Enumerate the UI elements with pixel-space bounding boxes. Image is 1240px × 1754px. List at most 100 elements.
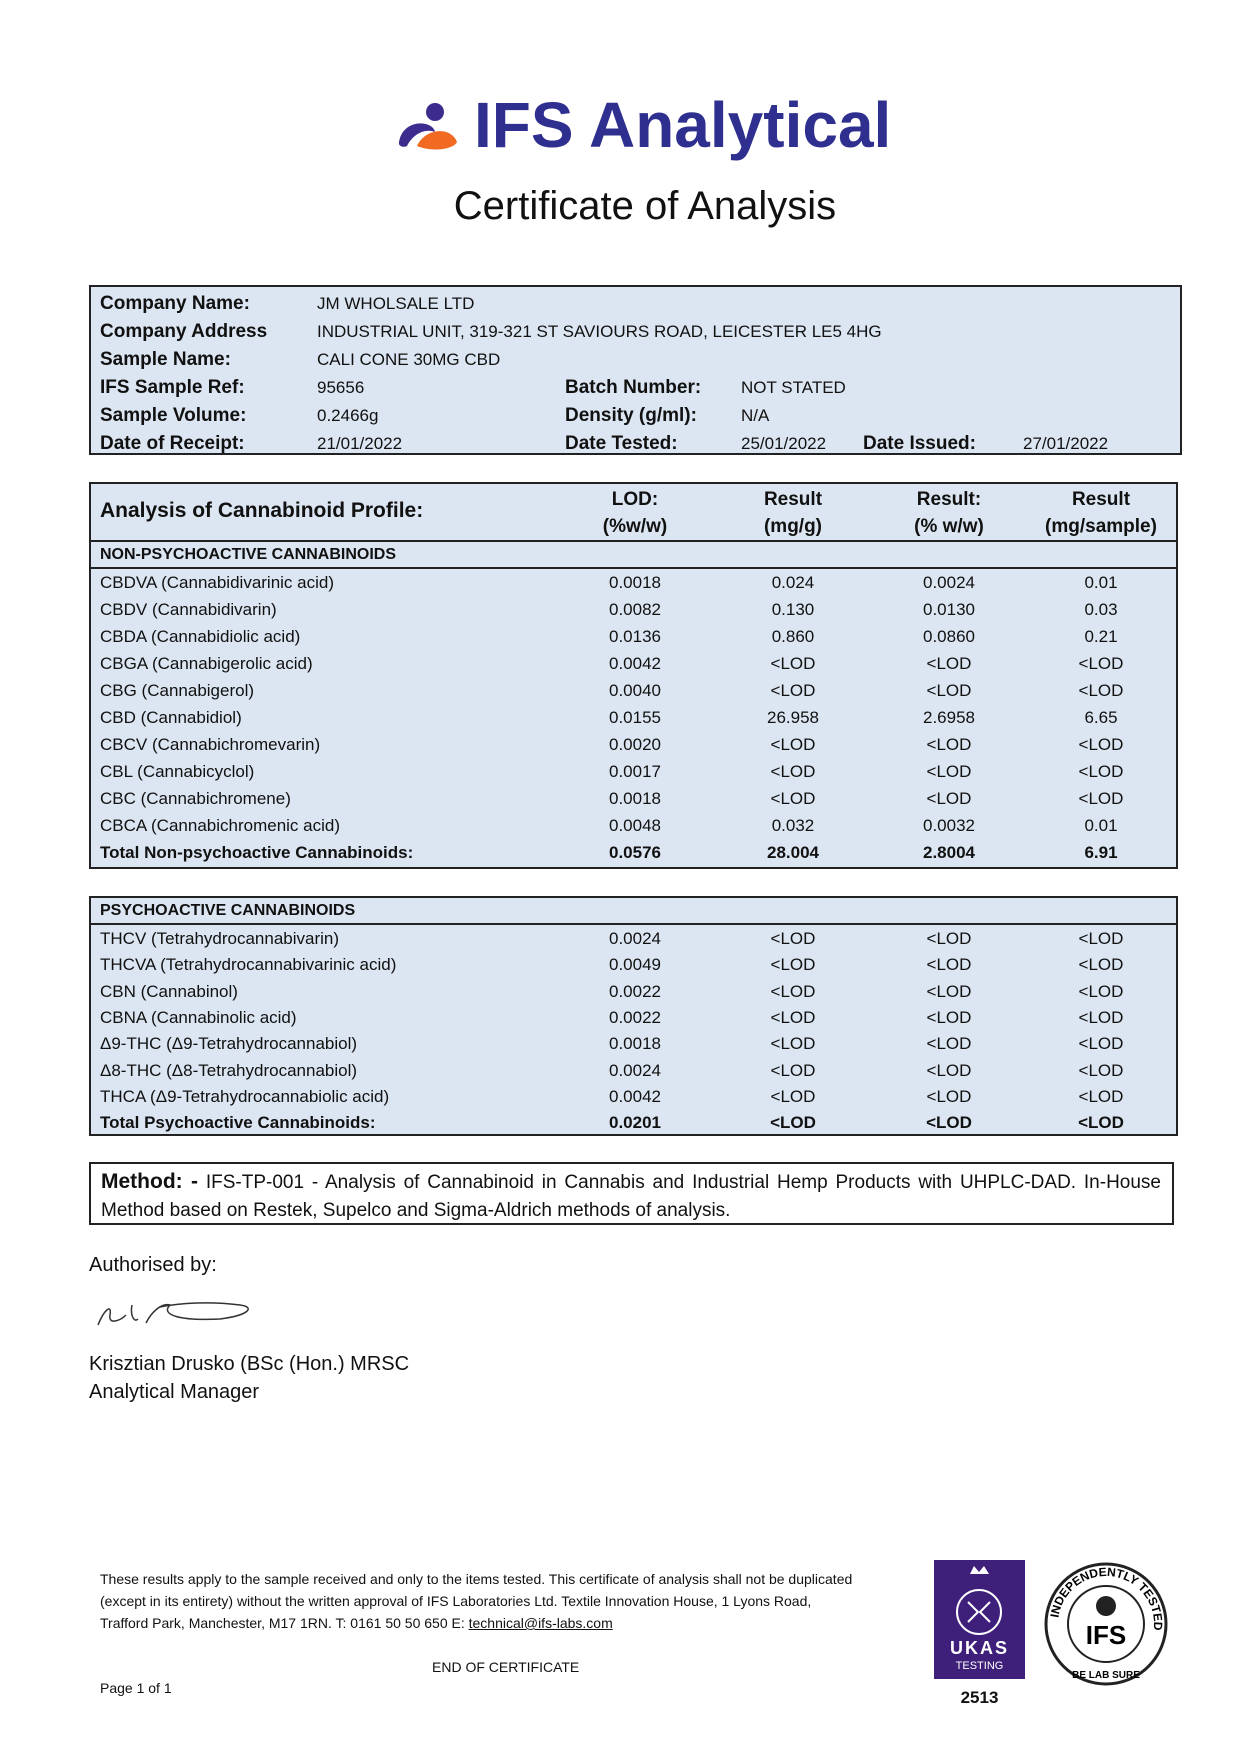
info-value: NOT STATED [741, 378, 846, 397]
info-label: Density (g/ml): [565, 405, 697, 426]
total-value: 0.0576 [609, 843, 661, 862]
end-of-certificate: END OF CERTIFICATE [432, 1659, 580, 1675]
psychoactive-table: PSYCHOACTIVE CANNABINOIDS THCV (Tetrahydr… [89, 896, 1178, 1136]
row-value: 0.0022 [609, 981, 661, 1001]
row-value: <LOD [770, 654, 816, 673]
row-value: 0.860 [771, 627, 815, 646]
info-value: JM WHOLSALE LTD [317, 294, 475, 313]
row-name: Δ8-THC (Δ8-Tetrahydrocannabiol) [100, 1060, 358, 1080]
row-value: <LOD [1078, 789, 1124, 808]
disclaimer-line: Trafford Park, Manchester, M17 1RN. T: 0… [100, 1612, 852, 1634]
section-rule [91, 567, 1176, 569]
info-value: INDUSTRIAL UNIT, 319-321 ST SAVIOURS ROA… [317, 322, 882, 341]
logo-icon [398, 103, 457, 150]
sample-info-box: Company Name: JM WHOLSALE LTD Company Addr… [89, 285, 1182, 455]
row-value: <LOD [770, 735, 816, 754]
row-value: 0.0049 [609, 955, 661, 975]
row-name: CBGA (Cannabigerolic acid) [100, 654, 313, 673]
signatory-role: Analytical Manager [89, 1381, 260, 1403]
row-name: THCV (Tetrahydrocannabivarin) [100, 929, 340, 948]
info-value: 95656 [317, 378, 365, 397]
row-value: 6.65 [1084, 708, 1118, 727]
method: Method: - IFS-TP-001 - Analysis of Canna… [101, 1168, 1161, 1225]
badge-name: IFS [1086, 1620, 1126, 1650]
row-value: <LOD [770, 1086, 816, 1106]
row-value: 0.0018 [609, 789, 661, 808]
row-value: <LOD [1078, 1086, 1124, 1106]
row-value: 0.0048 [609, 816, 661, 835]
row-value: <LOD [1078, 955, 1124, 975]
info-value: 0.2466g [317, 406, 379, 425]
row-name: CBNA (Cannabinolic acid) [100, 1007, 297, 1027]
total-value: <LOD [770, 1113, 816, 1133]
document-title: Certificate of Analysis [453, 184, 837, 228]
row-value: 0.024 [771, 573, 815, 592]
info-label: Company Address [100, 321, 268, 342]
info-label: Batch Number: [565, 377, 702, 398]
row-value: <LOD [770, 1034, 816, 1054]
row-value: <LOD [770, 681, 816, 700]
row-value: <LOD [1078, 681, 1124, 700]
row-value: <LOD [1078, 929, 1124, 948]
info-label: Company Name: [100, 293, 250, 314]
row-value: 0.03 [1084, 600, 1118, 619]
ukas-sub: TESTING [955, 1660, 1004, 1672]
row-value: <LOD [926, 789, 972, 808]
authorised-label: Authorised by: [89, 1254, 217, 1276]
method-text: IFS-TP-001 - Analysis of Cannabinoid in … [101, 1172, 1161, 1221]
row-value: <LOD [926, 955, 972, 975]
section-rule [91, 923, 1176, 925]
row-value: 0.0024 [609, 1060, 661, 1080]
column-header: (% w/w) [914, 516, 984, 537]
column-header: Result [763, 489, 823, 510]
info-label: Sample Name: [100, 349, 231, 370]
row-name: CBDVA (Cannabidivarinic acid) [100, 573, 335, 592]
section-heading: PSYCHOACTIVE CANNABINOIDS [100, 902, 356, 919]
row-value: <LOD [1078, 762, 1124, 781]
row-value: 0.0042 [609, 654, 661, 673]
row-value: 0.0040 [609, 681, 661, 700]
row-name: CBL (Cannabicyclol) [100, 762, 255, 781]
total-value: 6.91 [1084, 843, 1118, 862]
info-label: IFS Sample Ref: [100, 377, 245, 398]
row-value: <LOD [926, 1086, 972, 1106]
row-name: THCA (Δ9-Tetrahydrocannabiolic acid) [100, 1086, 390, 1106]
row-value: 0.0042 [609, 1086, 661, 1106]
column-header: (mg/g) [763, 516, 823, 537]
row-name: CBCV (Cannabichromevarin) [100, 735, 321, 754]
logo-text: IFS Analytical [474, 89, 892, 161]
email-link[interactable]: technical@ifs-labs.com [468, 1615, 613, 1631]
disclaimer-text: Trafford Park, Manchester, M17 1RN. T: 0… [100, 1615, 465, 1631]
info-value: N/A [741, 406, 770, 425]
row-value: <LOD [770, 955, 816, 975]
row-value: 0.01 [1084, 573, 1118, 592]
row-value: <LOD [926, 735, 972, 754]
total-value: 2.8004 [923, 843, 975, 862]
row-value: 0.0032 [923, 816, 975, 835]
row-value: 0.0024 [609, 929, 661, 948]
info-value: 25/01/2022 [741, 434, 827, 453]
ukas-number: 2513 [960, 1688, 999, 1707]
signatory-name: Krisztian Drusko (BSc (Hon.) MRSC [89, 1353, 410, 1375]
row-value: <LOD [770, 929, 816, 948]
row-value: <LOD [1078, 735, 1124, 754]
row-value: 0.0130 [923, 600, 975, 619]
row-value: <LOD [1078, 1007, 1124, 1027]
row-name: CBD (Cannabidiol) [100, 708, 242, 727]
row-value: 0.0155 [609, 708, 661, 727]
row-value: <LOD [926, 1007, 972, 1027]
row-value: <LOD [1078, 1060, 1124, 1080]
info-label: Sample Volume: [100, 405, 247, 426]
total-value: 28.004 [767, 843, 819, 862]
row-value: <LOD [1078, 654, 1124, 673]
section-heading: NON-PSYCHOACTIVE CANNABINOIDS [100, 546, 397, 563]
row-name: THCVA (Tetrahydrocannabivarinic acid) [100, 955, 397, 975]
row-value: 0.0022 [609, 1007, 661, 1027]
info-value: 21/01/2022 [317, 434, 403, 453]
row-value: 0.032 [771, 816, 815, 835]
signature [97, 1302, 249, 1326]
info-value: CALI CONE 30MG CBD [317, 350, 501, 369]
column-header: (mg/sample) [1045, 516, 1157, 537]
row-value: 0.0024 [923, 573, 975, 592]
header-rule [91, 540, 1176, 542]
